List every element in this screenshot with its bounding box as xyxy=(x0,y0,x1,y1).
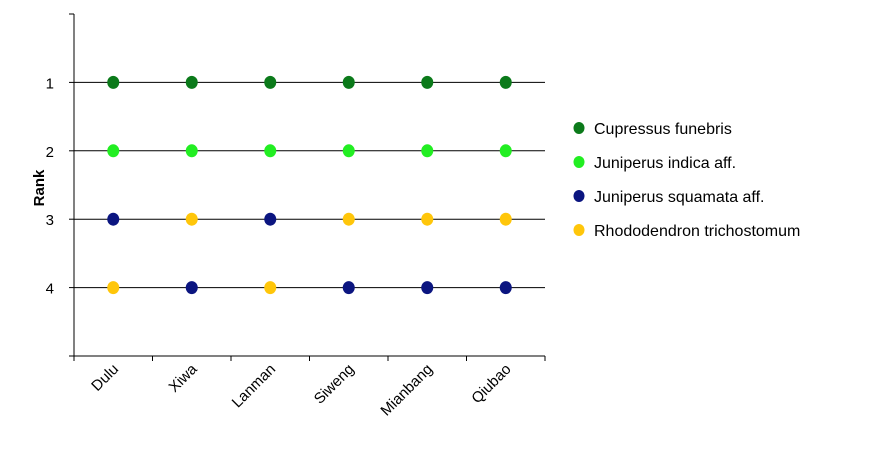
y-tick-label-1: 1 xyxy=(46,75,54,92)
y-tick-label-4: 4 xyxy=(46,281,54,298)
point-lanman-series-2 xyxy=(264,144,277,158)
x-tick-label-lanman: Lanman xyxy=(229,361,279,411)
point-xiwa-series-2 xyxy=(185,144,198,158)
legend-label-3: Juniperus squamata aff. xyxy=(594,189,764,206)
gridlines xyxy=(74,81,545,289)
point-siweng-series-3 xyxy=(342,281,355,295)
legend-marker-2 xyxy=(573,156,585,168)
point-lanman-series-1 xyxy=(264,75,277,89)
point-dulu-series-1 xyxy=(107,75,120,89)
y-tick-labels: 1 2 3 4 xyxy=(46,75,54,297)
legend-marker-1 xyxy=(573,122,585,134)
x-tick-label-qiubao: Qiubao xyxy=(468,361,514,407)
point-dulu-series-4 xyxy=(107,281,120,295)
legend-label-1: Cupressus funebris xyxy=(594,121,732,138)
axes xyxy=(73,14,545,357)
point-dulu-series-2 xyxy=(107,144,120,158)
x-tick-label-mianbang: Mianbang xyxy=(377,361,436,420)
point-dulu-series-3 xyxy=(107,212,120,226)
legend-marker-3 xyxy=(573,190,585,202)
point-mianbang-series-4 xyxy=(421,212,434,226)
y-axis-title: Rank xyxy=(31,169,48,206)
x-tick-label-dulu: Dulu xyxy=(88,361,122,395)
legend-marker-4 xyxy=(573,224,585,236)
point-xiwa-series-4 xyxy=(185,212,198,226)
axis-ticks xyxy=(69,13,546,361)
point-mianbang-series-3 xyxy=(421,281,434,295)
point-qiubao-series-1 xyxy=(499,75,512,89)
legend-label-4: Rhododendron trichostomum xyxy=(594,223,800,240)
point-siweng-series-2 xyxy=(342,144,355,158)
y-tick-label-2: 2 xyxy=(46,144,54,161)
legend-label-2: Juniperus indica aff. xyxy=(594,155,736,172)
point-qiubao-series-4 xyxy=(499,212,512,226)
point-lanman-series-3 xyxy=(264,212,277,226)
legend: Cupressus funebris Juniperus indica aff. J… xyxy=(573,121,800,240)
point-qiubao-series-3 xyxy=(499,281,512,295)
x-tick-label-siweng: Siweng xyxy=(311,361,358,408)
x-tick-label-xiwa: Xiwa xyxy=(166,360,201,395)
point-siweng-series-4 xyxy=(342,212,355,226)
x-tick-labels: Dulu Xiwa Lanman Siweng Mianbang Qiubao xyxy=(88,360,514,419)
point-lanman-series-4 xyxy=(264,281,277,295)
point-siweng-series-1 xyxy=(342,75,355,89)
y-tick-label-3: 3 xyxy=(46,212,54,229)
data-points xyxy=(107,75,512,295)
point-xiwa-series-1 xyxy=(185,75,198,89)
point-xiwa-series-3 xyxy=(185,281,198,295)
point-mianbang-series-2 xyxy=(421,144,434,158)
point-mianbang-series-1 xyxy=(421,75,434,89)
point-qiubao-series-2 xyxy=(499,144,512,158)
